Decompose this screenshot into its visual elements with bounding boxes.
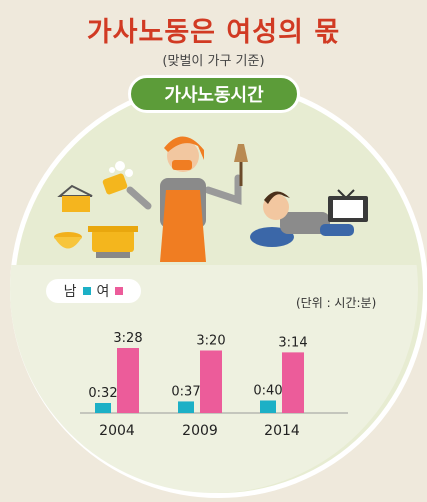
bar-male-2009 — [178, 401, 194, 413]
data-label-male-2009: 0:37 — [171, 384, 200, 399]
data-label-female-2004: 3:28 — [113, 331, 142, 346]
data-label-male-2014: 0:40 — [253, 384, 282, 399]
legend-female-swatch — [115, 287, 124, 295]
woman-figure — [126, 136, 242, 262]
bar-male-2014 — [260, 400, 276, 413]
data-label-female-2009: 3:20 — [196, 334, 225, 349]
pot-icon — [88, 226, 138, 258]
hanger-icon — [57, 184, 93, 212]
x-tick-label-2004: 2004 — [99, 423, 135, 439]
badge-label: 가사노동시간 — [128, 75, 300, 113]
legend-female-label: 여 — [96, 284, 110, 300]
data-label-male-2004: 0:32 — [88, 386, 117, 401]
x-tick-label-2009: 2009 — [182, 423, 218, 439]
legend-male-label: 남 — [63, 284, 77, 300]
legend-male-swatch — [82, 287, 91, 295]
chart-title: 가사노동은 여성의 몫 — [86, 17, 341, 48]
unit-note: (단위 : 시간:분) — [296, 296, 377, 310]
bar-female-2014 — [282, 352, 304, 413]
x-tick-label-2014: 2014 — [264, 423, 300, 439]
bowl-icon — [54, 232, 82, 249]
bar-male-2004 — [95, 403, 111, 413]
data-label-female-2014: 3:14 — [278, 335, 307, 350]
legend: 남 여 — [46, 279, 141, 303]
tv-icon — [328, 189, 368, 222]
bar-female-2009 — [200, 350, 222, 413]
duster-icon — [234, 144, 248, 186]
man-figure — [250, 191, 354, 247]
bar-female-2004 — [117, 348, 139, 413]
sponge-icon — [102, 161, 133, 195]
chart-subtitle: (맞벌이 가구 기준) — [162, 54, 265, 69]
